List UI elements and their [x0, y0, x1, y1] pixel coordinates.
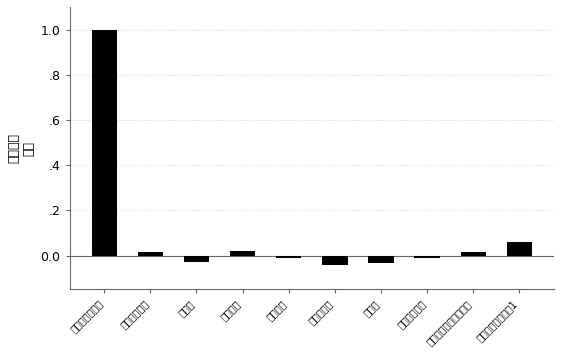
Bar [230, 251, 255, 256]
Bar [276, 256, 301, 258]
Bar [368, 256, 394, 263]
Bar [415, 256, 440, 258]
Bar [137, 252, 163, 256]
Bar [91, 29, 117, 256]
Bar [461, 252, 486, 256]
Bar [184, 256, 209, 262]
Bar [322, 256, 347, 264]
Y-axis label: 相对荧光
变化: 相对荧光 变化 [7, 133, 35, 163]
Bar [507, 242, 532, 256]
